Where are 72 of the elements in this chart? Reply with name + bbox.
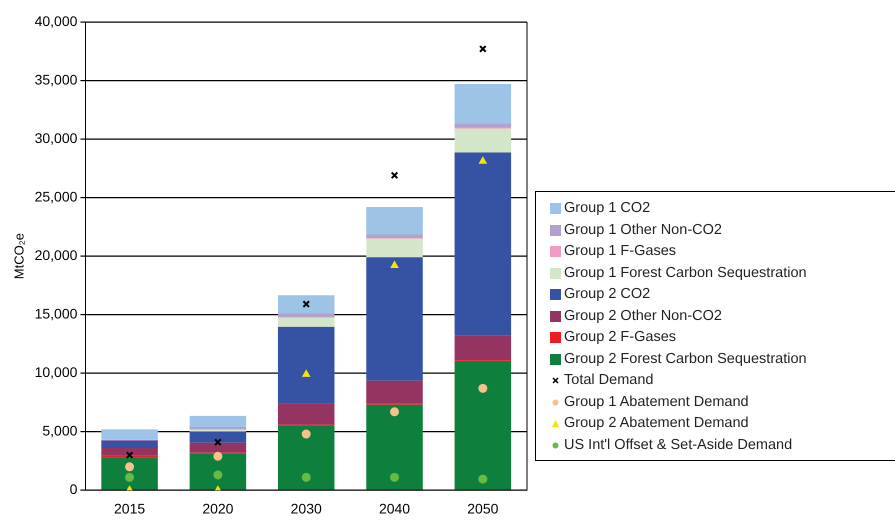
legend-label: Group 2 Forest Carbon Sequestration (564, 350, 807, 368)
legend-label: Group 1 CO2 (564, 199, 650, 218)
bar (366, 380, 423, 404)
bar (454, 84, 512, 124)
legend-label: Group 1 F-Gases (564, 242, 676, 261)
point (302, 430, 311, 439)
legend-label: Group 2 F-Gases (564, 328, 676, 347)
y-tick-label: 10,000 (34, 364, 78, 380)
bar (278, 326, 334, 404)
point (213, 470, 222, 480)
bar (366, 238, 423, 258)
bar (101, 457, 158, 490)
y-tick-label: 15,000 (34, 305, 78, 322)
bar (454, 152, 512, 336)
point (390, 260, 398, 268)
point (302, 370, 310, 377)
y-tick-label: 40,000 (34, 12, 78, 29)
x-tick-label: 2020 (202, 500, 234, 516)
point (479, 45, 487, 53)
bar (454, 336, 512, 360)
x-tick-label: 2015 (114, 500, 146, 516)
bar (190, 416, 246, 427)
y-tick-label: 5,000 (42, 422, 78, 439)
bar (278, 295, 334, 314)
bar (366, 234, 423, 238)
point (478, 384, 488, 393)
x-tick-label: 2050 (467, 500, 499, 516)
point (213, 452, 222, 461)
bar (454, 361, 512, 490)
legend-label: US Int'l Offset & Set-Aside Demand (564, 436, 792, 454)
point (478, 474, 488, 484)
y-tick-label: 25,000 (34, 188, 78, 204)
bar (454, 128, 512, 153)
point (390, 472, 400, 482)
point (390, 407, 400, 416)
y-axis-title: MtCO₂e (11, 232, 26, 280)
bar (278, 313, 334, 317)
point (126, 451, 134, 459)
bar (190, 442, 246, 453)
point (478, 156, 487, 164)
point (302, 472, 311, 482)
point (125, 472, 134, 482)
y-tick-label: 20,000 (34, 246, 78, 263)
bar (101, 448, 158, 456)
x-tick-label: 2030 (290, 500, 322, 516)
y-tick-label: 0 (70, 481, 78, 498)
bar (366, 206, 423, 234)
bar (366, 257, 423, 381)
legend-label: Group 1 Abatement Demand (564, 392, 749, 412)
bar (101, 429, 158, 440)
bar (278, 404, 334, 425)
legend-label: Group 2 Other Non-CO2 (564, 306, 722, 326)
y-tick-label: 35,000 (34, 71, 78, 88)
point (302, 300, 310, 308)
legend-label: Total Demand (564, 371, 654, 390)
bar (101, 440, 158, 448)
bar (454, 123, 512, 128)
y-tick-label: 30,000 (34, 130, 78, 146)
legend-label: Group 2 CO2 (564, 285, 650, 304)
bar (366, 404, 423, 490)
legend-label: Group 1 Forest Carbon Sequestration (564, 264, 807, 282)
point (214, 438, 222, 446)
bar (190, 432, 246, 443)
legend-label: Group 2 Abatement Demand (564, 414, 749, 433)
x-tick-label: 2040 (378, 500, 410, 516)
legend-label: Group 1 Other Non-CO2 (564, 220, 722, 240)
bar (278, 318, 334, 327)
bar (190, 426, 246, 430)
bar (278, 426, 334, 490)
point (125, 462, 134, 472)
point (390, 172, 398, 180)
bar (190, 454, 246, 490)
